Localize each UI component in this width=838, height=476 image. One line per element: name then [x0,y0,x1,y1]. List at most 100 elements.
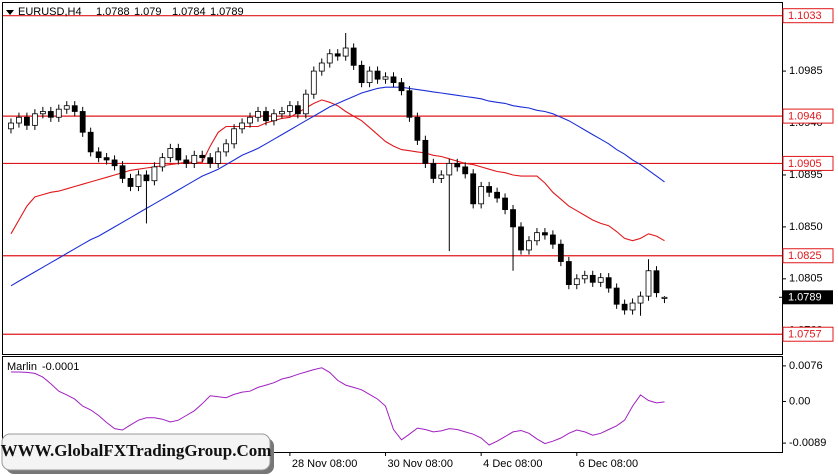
candle-body [605,277,612,289]
candle-body [231,128,238,145]
candle-body [159,157,166,168]
candle-body [310,70,317,95]
candle-body [223,143,230,153]
candle-body [637,295,644,304]
candle-body [462,166,469,175]
candle-body [151,166,158,182]
candle-body [446,163,453,176]
x-tick-label: 28 Nov 08:00 [292,458,357,470]
indicator-line [11,367,665,446]
candle-body [629,302,636,311]
y-tick-label: 1.0985 [789,65,823,77]
candle-body [581,274,588,280]
candle-body [135,174,142,187]
candle-body [661,296,668,299]
level-label: 1.0946 [788,111,822,123]
candle-body [454,163,461,168]
x-tick-label: 30 Nov 08:00 [388,458,453,470]
ohlc-high: 1.079 [134,6,162,18]
candle-body [374,70,381,80]
level-label: 1.0825 [788,250,822,262]
candle-body [16,116,22,124]
candle-body [143,174,150,182]
candle-body [286,105,293,112]
candle-body [542,232,548,236]
indicator-name: Marlin [7,361,37,373]
candle-body [8,122,14,130]
candle-body [358,64,365,84]
candle-body [294,105,301,115]
candle-body [334,53,341,57]
candle-body [87,131,94,153]
candle-body [95,151,102,159]
level-label: 1.0757 [788,329,822,341]
candle-body [191,154,198,164]
candle-body [565,261,572,286]
candle-body [63,105,70,110]
candle-body [350,47,357,66]
candle-body [318,62,325,72]
x-tick-label: 6 Dec 08:00 [579,458,638,470]
level-label-box [782,326,834,342]
candle-body [414,116,421,141]
candle-body [271,113,277,122]
candle-body [549,234,556,245]
candle-body [518,226,524,251]
candle-body [382,76,389,80]
candle-body [438,174,445,179]
candle-body [167,148,174,159]
level-label-box [782,248,834,264]
level-label-box [782,108,834,124]
candle-body [71,105,78,112]
candle-body [526,240,532,251]
candle-body [422,139,429,164]
level-label-box [782,8,834,24]
candle-body [430,163,437,179]
candle-body [406,90,413,118]
candle-body [31,113,38,126]
candle-body [486,186,493,193]
indicator-y-tick-label: 0.0076 [789,360,823,372]
candle-body [653,270,660,294]
candle-body [645,270,652,297]
candle-body [199,154,206,159]
indicator-y-tick-label: 0.00 [789,395,810,407]
main-frame [2,2,783,355]
ohlc-open: 1.0788 [96,6,130,18]
candle-body [589,274,596,283]
candle-body [111,159,118,167]
candle-body [534,232,540,242]
candle-body [47,111,54,118]
candle-body [175,148,182,161]
indicator-frame [2,356,783,453]
last-price-box [783,290,833,305]
candle-body [279,111,285,115]
candle-body [621,303,628,311]
candle-body [79,111,86,133]
candle-body [390,76,397,84]
candle-body [247,116,253,124]
candle-body [613,287,620,305]
last-price-label: 1.0789 [788,292,822,304]
y-tick-label: 1.0895 [789,169,823,181]
level-label-box [782,155,834,171]
level-label: 1.0905 [788,158,822,170]
candle-body [39,111,46,115]
candle-body [478,186,485,205]
ohlc-close: 1.0789 [210,6,244,18]
candle-body [494,191,500,199]
candle-body [24,116,30,126]
candle-body [263,111,269,122]
candle-body [502,197,508,210]
candle-body [326,53,333,64]
candle-body [103,157,110,161]
indicator-y-tick-label: -0.0089 [789,437,826,449]
candle-body [366,70,373,84]
y-tick-label: 1.0850 [789,221,823,233]
candle-body [597,277,604,283]
menu-triangle [6,10,14,15]
watermark: WWW.GlobalFXTradingGroup.Com [1,441,272,460]
candle-body [239,122,245,130]
candle-body [302,93,309,115]
